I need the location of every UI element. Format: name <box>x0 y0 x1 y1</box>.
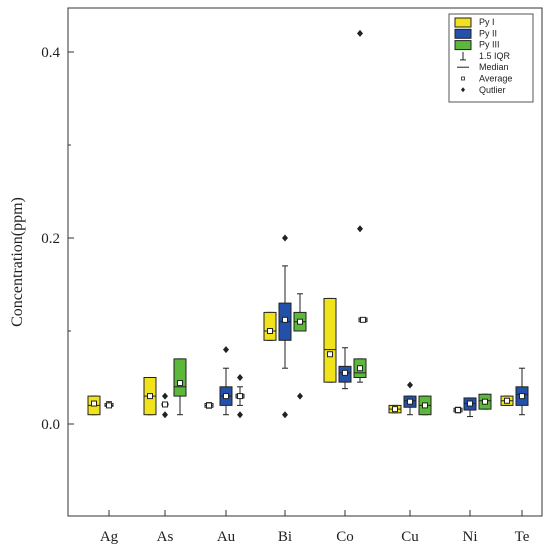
mean-marker <box>297 318 303 325</box>
mean-marker <box>162 401 168 408</box>
box-unfilled-au <box>204 402 214 409</box>
legend-label: Average <box>479 74 512 84</box>
y-axis: 0.0 0.2 0.4 <box>41 45 74 433</box>
mean-marker <box>223 393 229 400</box>
box-py-ii-te <box>515 367 529 416</box>
y-tick-label: 0.4 <box>41 45 60 61</box>
legend-outlier <box>461 87 465 93</box>
box-body <box>173 358 187 397</box>
box-unfilled-ag <box>104 401 114 409</box>
x-tick-label: Te <box>515 529 530 545</box>
legend-swatch <box>454 17 472 28</box>
box-py-i-co <box>323 297 337 383</box>
outlier-marker <box>297 392 303 400</box>
box-py-iii-cu <box>418 395 432 416</box>
outlier-marker <box>357 29 363 37</box>
legend-swatch <box>454 28 472 39</box>
x-tick-label: Cu <box>401 529 419 545</box>
box-body <box>323 297 337 383</box>
box-py-iii-co <box>353 29 367 383</box>
outlier-marker <box>162 411 168 419</box>
outlier-marker <box>282 234 288 242</box>
y-tick-label: 0.0 <box>41 417 60 433</box>
mean-marker <box>206 402 212 409</box>
mean-marker <box>360 316 366 323</box>
mean-marker <box>455 407 461 414</box>
mean-marker <box>392 406 398 413</box>
outlier-marker <box>282 411 288 419</box>
box-py-ii-cu <box>403 381 417 416</box>
y-tick-label: 0.2 <box>41 231 60 247</box>
x-tick-label: As <box>157 529 174 545</box>
mean-marker <box>147 393 153 400</box>
box-py-ii-co <box>338 347 352 390</box>
x-tick-label: Ag <box>100 529 119 545</box>
box-body <box>263 311 277 341</box>
box-py-i-cu <box>388 404 402 414</box>
mean-marker <box>357 365 363 372</box>
box-unfilled-ni <box>453 406 463 414</box>
legend-label: 1.5 IQR <box>479 51 511 61</box>
mean-marker <box>106 402 112 409</box>
box-py-i-te <box>500 395 514 406</box>
y-axis-title: Concentration(ppm) <box>9 197 26 327</box>
mean-marker <box>177 380 183 387</box>
box-py-i-as <box>143 377 157 416</box>
box-py-iii-bi <box>293 293 307 400</box>
box-unfilled-co <box>358 316 368 323</box>
mean-marker <box>519 393 525 400</box>
box-py-i-ag <box>87 395 101 416</box>
box-unfilled-au <box>235 374 245 419</box>
box-py-ii-ni <box>463 397 477 418</box>
mean-marker <box>504 397 510 404</box>
mean-marker <box>407 398 413 405</box>
box-py-iii-as <box>173 358 187 416</box>
legend-label: Qutlier <box>479 85 506 95</box>
outlier-marker <box>162 392 168 400</box>
mean-marker <box>282 316 288 323</box>
x-axis: Ag As Au Bi Co Cu Ni Te <box>100 510 530 545</box>
box-py-i-bi <box>263 311 277 341</box>
x-tick-label: Au <box>217 529 236 545</box>
outlier-marker <box>237 374 243 381</box>
outlier-marker <box>357 225 363 233</box>
box-unfilled-as <box>161 392 169 419</box>
outlier-marker <box>223 346 229 354</box>
x-tick-label: Ni <box>463 529 478 545</box>
box-py-ii-au <box>219 346 233 416</box>
mean-marker <box>237 393 243 400</box>
x-tick-label: Bi <box>278 529 292 545</box>
legend-label: Median <box>479 62 509 72</box>
legend-label: Py II <box>479 28 497 38</box>
mean-marker <box>327 351 333 358</box>
legend-label: Py I <box>479 17 495 27</box>
legend-label: Py III <box>479 40 500 50</box>
legend-average <box>461 76 465 81</box>
box-py-iii-ni <box>478 393 492 410</box>
x-tick-label: Co <box>336 529 354 545</box>
legend-swatch <box>454 40 472 51</box>
mean-marker <box>267 328 273 334</box>
box-series <box>87 29 529 419</box>
mean-marker <box>342 369 348 376</box>
box-py-ii-bi <box>278 234 292 419</box>
mean-marker <box>467 400 473 407</box>
mean-marker <box>91 400 97 407</box>
mean-marker <box>422 402 428 409</box>
outlier-marker <box>237 411 243 419</box>
outlier-marker <box>407 381 413 389</box>
mean-marker <box>482 398 488 405</box>
